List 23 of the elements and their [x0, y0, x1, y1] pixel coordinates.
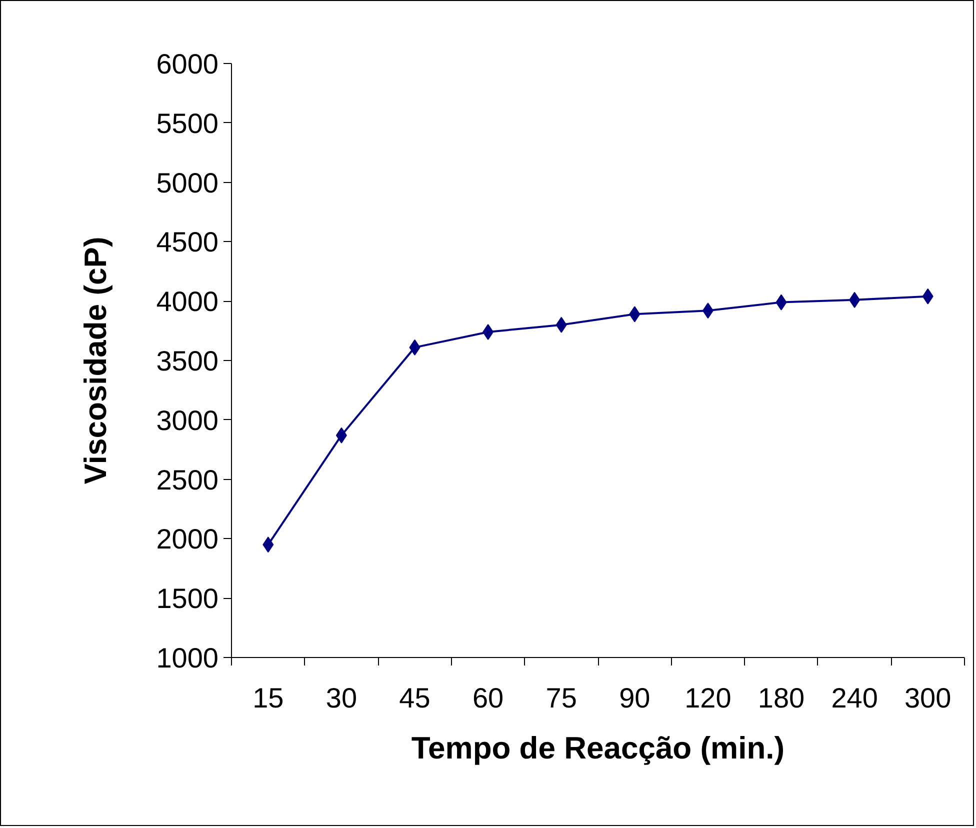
- x-tick-label: 15: [252, 682, 284, 714]
- y-tick-label: 2000: [156, 524, 219, 555]
- y-tick-label: 3500: [156, 346, 219, 376]
- y-tick-label: 4500: [156, 226, 219, 258]
- y-tick-label: 1000: [156, 642, 219, 674]
- y-tick-label: 2500: [156, 464, 219, 496]
- x-tick-label: 180: [758, 682, 805, 714]
- y-tick-label: 3000: [156, 404, 219, 436]
- x-tick-label: 75: [546, 682, 577, 714]
- x-tick-label: 300: [904, 682, 952, 714]
- y-tick-label: 1500: [156, 583, 219, 614]
- x-tick-label: 45: [399, 682, 430, 714]
- x-tick-label: 30: [326, 682, 358, 714]
- x-tick-label: 240: [831, 682, 878, 714]
- x-axis-title: Tempo de Reacção (min.): [411, 730, 785, 766]
- y-tick-label: 5000: [156, 167, 219, 198]
- y-tick-label: 6000: [156, 48, 219, 80]
- x-tick-label: 120: [684, 682, 732, 714]
- x-tick-label: 90: [619, 682, 650, 714]
- y-tick-label: 5500: [156, 108, 219, 139]
- x-tick-label: 60: [472, 682, 504, 714]
- y-tick-label: 4000: [156, 286, 219, 318]
- y-axis-title: Viscosidade (cP): [78, 236, 114, 484]
